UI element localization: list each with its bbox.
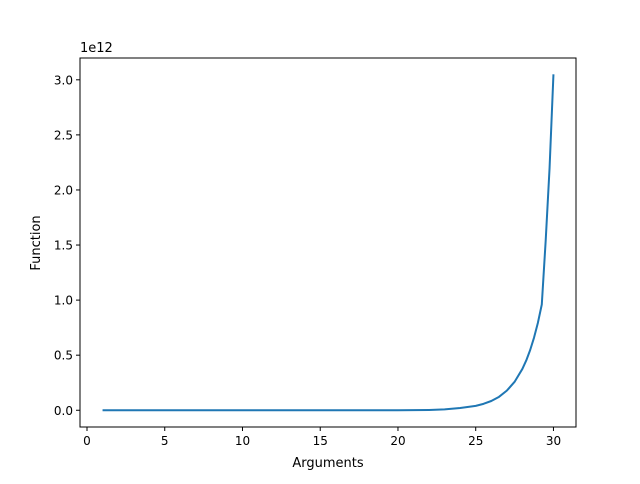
y-tick-label: 2.0: [54, 183, 73, 197]
y-axis-label: Function: [29, 215, 44, 270]
y-tick-label: 0.5: [54, 349, 73, 363]
plot-frame: [79, 57, 577, 428]
plot-area: [80, 58, 576, 427]
y-offset-label: 1e12: [80, 41, 113, 56]
series-layer: [102, 74, 555, 412]
y-tick-label: 1.0: [54, 294, 73, 308]
x-tick-label: 30: [546, 434, 561, 448]
series-line-0: [102, 74, 555, 412]
y-tick-label: 0.0: [54, 404, 73, 418]
x-axis-label: Arguments: [292, 456, 363, 471]
x-axis-ticks: 0 5 10 15 20 25 30: [83, 427, 561, 448]
x-tick-label: 10: [235, 434, 250, 448]
x-tick-label: 20: [390, 434, 405, 448]
y-tick-label: 3.0: [54, 73, 73, 87]
x-tick-label: 25: [468, 434, 483, 448]
x-tick-label: 5: [161, 434, 169, 448]
y-axis-ticks: 0.0 0.5 1.0 1.5 2.0 2.5 3.0: [54, 73, 80, 418]
x-tick-label: 15: [313, 434, 328, 448]
x-tick-label: 0: [83, 434, 91, 448]
y-tick-label: 2.5: [54, 128, 73, 142]
y-tick-label: 1.5: [54, 239, 73, 253]
